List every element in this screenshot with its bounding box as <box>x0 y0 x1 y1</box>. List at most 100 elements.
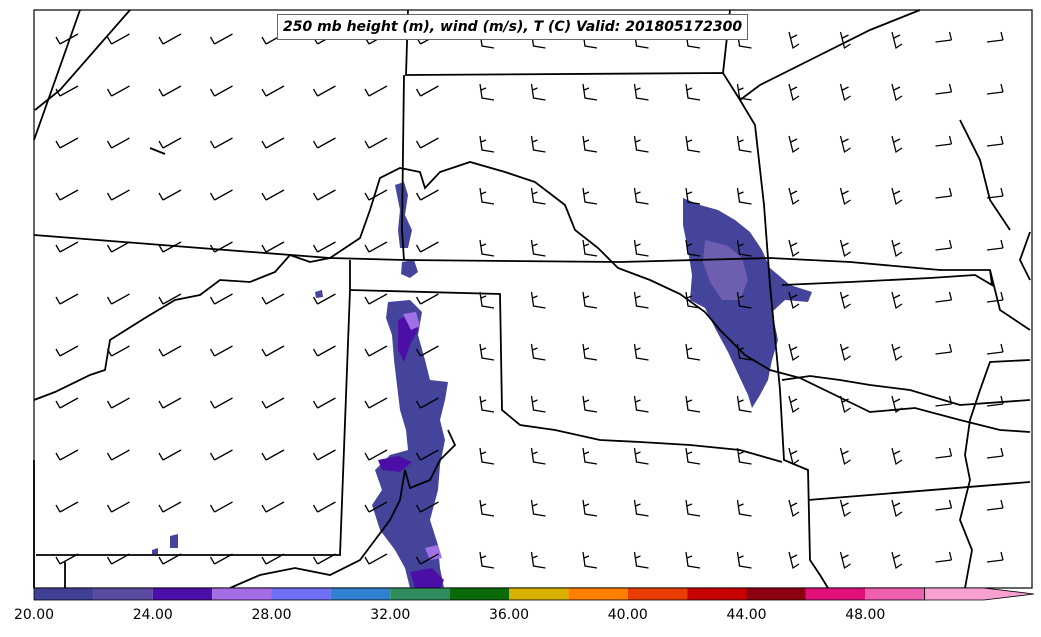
wind-barb <box>935 187 953 199</box>
colorbar-swatch <box>271 588 331 600</box>
wind-barb <box>415 345 439 357</box>
wind-barb <box>158 501 182 513</box>
wind-barb <box>891 343 903 362</box>
wind-barb <box>685 343 701 361</box>
wind-barb <box>788 395 800 414</box>
wind-barb <box>839 551 851 570</box>
wind-barb <box>839 83 851 102</box>
wind-barb <box>106 137 130 149</box>
wind-barb <box>530 551 546 569</box>
wind-barb <box>582 343 598 361</box>
wind-barb <box>986 343 1004 355</box>
wind-barb <box>986 551 1004 563</box>
wind-barb <box>582 291 598 309</box>
wind-barb <box>479 291 495 309</box>
wind-barb <box>209 449 233 461</box>
wind-barb <box>986 187 1004 199</box>
wind-barb <box>55 293 79 305</box>
wind-barb <box>891 83 903 102</box>
colorbar-outline <box>33 587 926 601</box>
wind-barb <box>891 135 903 154</box>
wind-barb <box>839 187 851 206</box>
wind-barb <box>479 499 495 517</box>
wind-barb <box>415 397 439 409</box>
wind-barb <box>891 499 903 518</box>
wind-barb <box>415 241 439 253</box>
wind-barb <box>839 135 851 154</box>
wind-barb <box>55 33 79 45</box>
wind-barb <box>209 293 233 305</box>
wind-barb <box>158 553 182 565</box>
wind-barb <box>209 241 233 253</box>
wind-barb <box>788 499 800 518</box>
wind-barb <box>530 187 546 205</box>
wind-barb <box>106 293 130 305</box>
wind-barb <box>106 397 130 409</box>
wind-barb <box>415 85 439 97</box>
wind-barb <box>685 135 701 153</box>
wind-barb <box>261 293 285 305</box>
wind-barb <box>685 447 701 465</box>
wind-barb <box>935 83 953 95</box>
wind-barb <box>633 551 649 569</box>
wind-barb <box>685 187 701 205</box>
wind-barb <box>55 449 79 461</box>
wind-barb <box>736 291 752 309</box>
shade-speck-b <box>170 534 178 548</box>
wind-barb <box>582 239 598 257</box>
wind-barb <box>364 293 388 305</box>
wind-barb <box>312 553 336 565</box>
wind-barb <box>55 553 79 565</box>
colorbar-tick-label: 20.00 <box>14 607 54 623</box>
wind-barb <box>788 343 800 362</box>
wind-barb <box>55 397 79 409</box>
wind-barb <box>839 291 851 310</box>
wind-barb <box>788 135 800 154</box>
wind-barb <box>312 397 336 409</box>
colorbar-swatch <box>449 588 509 600</box>
colorbar-swatch <box>627 588 688 600</box>
shade-kansas-inner <box>703 240 748 300</box>
shade-band-violet-b <box>378 456 412 472</box>
wind-barb <box>736 187 752 205</box>
wind-barb <box>685 551 701 569</box>
shade-band-lavender-b <box>425 545 442 560</box>
wind-barb <box>839 343 851 362</box>
wind-barb <box>839 499 851 518</box>
wind-barb <box>312 189 336 201</box>
wind-barb <box>633 447 649 465</box>
wind-barb <box>530 239 546 257</box>
wind-barb <box>530 499 546 517</box>
wind-barb <box>685 239 701 257</box>
wind-barb <box>415 189 439 201</box>
wind-barb <box>935 395 953 407</box>
wind-barb <box>788 239 800 258</box>
wind-barb <box>633 239 649 257</box>
wind-barb <box>479 343 495 361</box>
wind-barb <box>685 291 701 309</box>
wind-barb <box>106 449 130 461</box>
wind-barb <box>106 553 130 565</box>
wind-barb <box>415 449 439 461</box>
colorbar-tick-label: 32.00 <box>370 607 410 623</box>
colorbar-tick-label: 28.00 <box>251 607 291 623</box>
wind-barb <box>935 135 953 147</box>
wind-barb <box>530 291 546 309</box>
wind-barb <box>55 241 79 253</box>
wind-barb <box>479 395 495 413</box>
wind-barb <box>633 83 649 101</box>
wind-barb <box>261 397 285 409</box>
wind-barb <box>158 293 182 305</box>
wind-barb <box>364 553 388 565</box>
wind-barb <box>986 83 1004 95</box>
wind-barb <box>312 85 336 97</box>
wind-barb <box>891 239 903 258</box>
wind-barb <box>986 499 1004 511</box>
wind-barb <box>986 31 1004 43</box>
wind-barb <box>891 31 903 50</box>
wind-barb <box>55 189 79 201</box>
wind-barb <box>261 449 285 461</box>
wind-barb <box>479 135 495 153</box>
colorbar-tick-label: 48.00 <box>845 607 885 623</box>
wind-barb <box>891 447 903 466</box>
